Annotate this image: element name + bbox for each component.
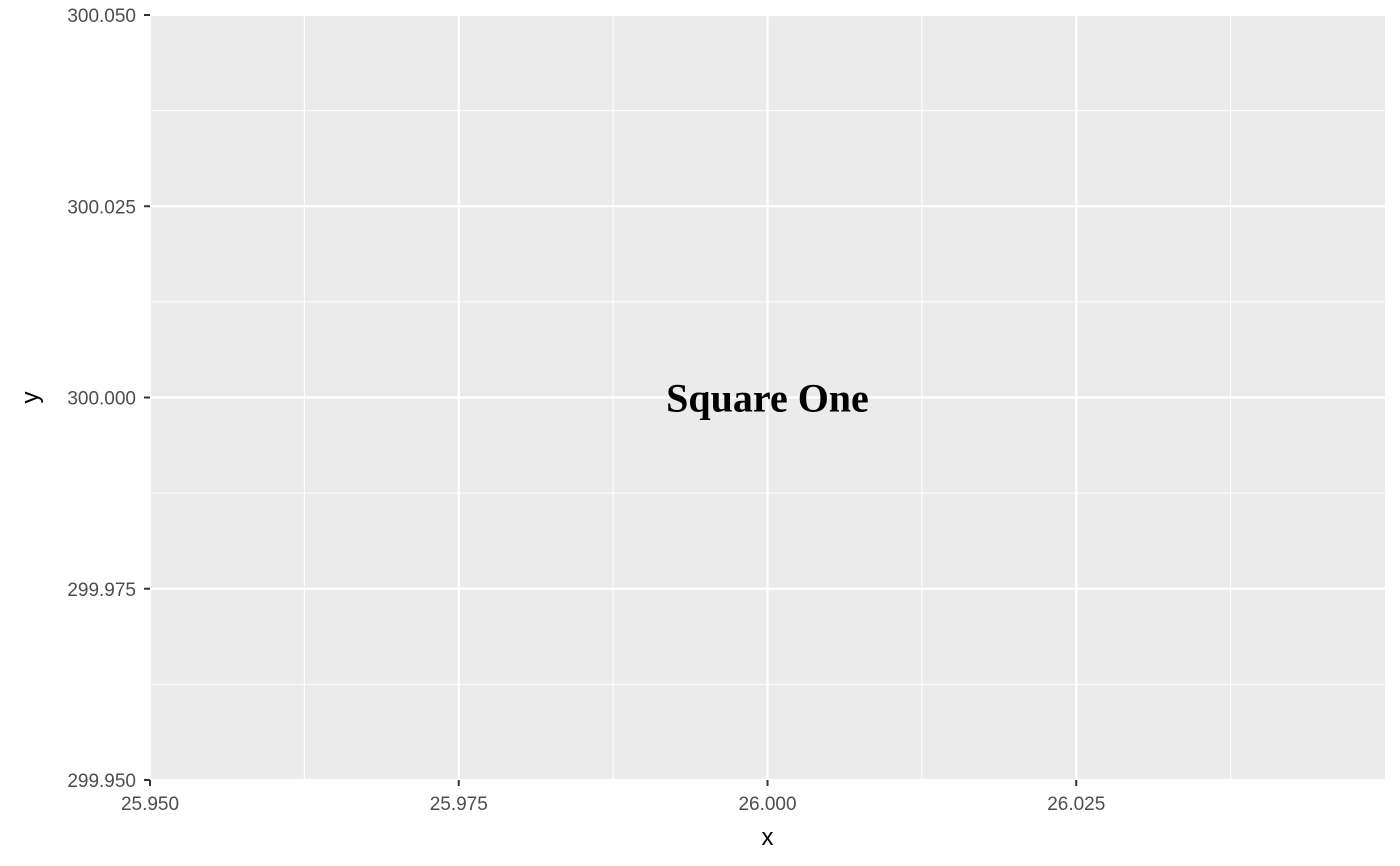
- y-tick-label: 300.000: [67, 389, 136, 410]
- x-tick-label: 26.000: [738, 794, 796, 815]
- annotation-label: Square One: [666, 376, 869, 421]
- x-tick-label: 26.025: [1047, 794, 1105, 815]
- x-tick-label: 25.950: [121, 794, 179, 815]
- y-axis-title: y: [17, 392, 44, 404]
- y-tick-label: 299.950: [67, 771, 136, 792]
- axes: 25.950 25.975 26.000 26.025 299.950 299.975 30…: [67, 6, 1105, 815]
- y-tick-label: 300.025: [67, 197, 136, 218]
- y-tick-label: 300.050: [67, 6, 136, 27]
- annotations: Square One: [666, 376, 869, 421]
- major-grid: [148, 13, 1385, 782]
- x-tick-label: 25.975: [430, 794, 488, 815]
- x-axis-title: x: [762, 824, 774, 851]
- y-tick-label: 299.975: [67, 580, 136, 601]
